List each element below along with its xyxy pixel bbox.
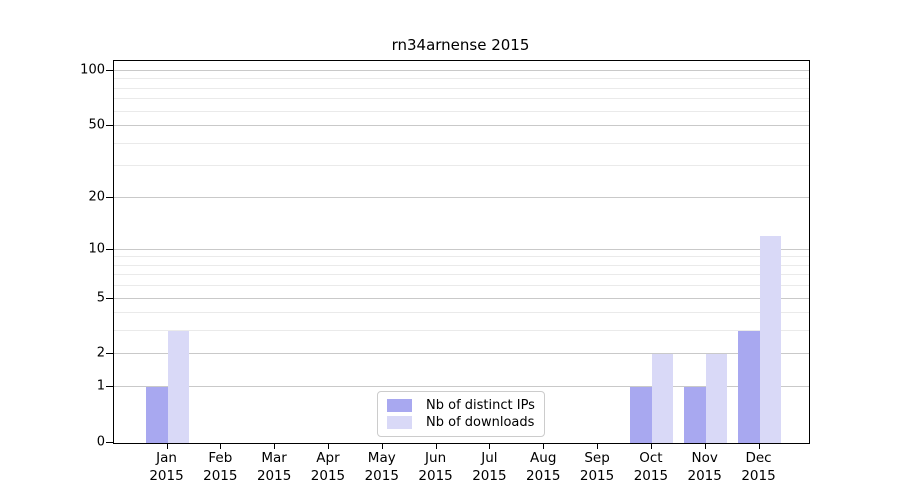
x-tick-mark-aug [543,443,545,449]
bar-distinct-ips-dec [738,331,760,443]
gridline-minor-70 [114,98,809,100]
bar-downloads-oct [651,354,674,443]
y-tick-mark-50 [106,125,113,127]
y-tick-mark-2 [106,353,113,355]
x-tick-label-sep: Sep 2015 [579,450,615,484]
legend: Nb of distinct IPs Nb of downloads [377,391,545,437]
x-tick-mark-jun [435,443,437,449]
x-tick-label-mar: Mar 2015 [256,450,292,484]
x-tick-label-aug: Aug 2015 [526,450,561,484]
legend-swatch-downloads [387,416,412,429]
y-tick-mark-100 [106,70,113,71]
plot-area [113,60,810,444]
x-tick-mark-dec [758,443,760,449]
y-tick-mark-1 [106,386,113,388]
gridline-5 [114,297,809,299]
y-tick-mark-20 [106,196,113,198]
bar-downloads-jan [167,331,189,443]
x-tick-label-nov: Nov 2015 [687,450,722,484]
y-tick-label-5: 5 [96,290,105,306]
x-tick-mark-nov [704,443,706,449]
x-tick-mark-may [381,443,383,449]
gridline-minor-6 [114,285,809,287]
gridline-minor-90 [114,78,809,80]
y-tick-label-1: 1 [96,378,105,394]
y-tick-label-2: 2 [96,345,105,361]
x-tick-mark-apr [327,443,329,449]
legend-swatch-distinct-ips [387,399,412,412]
x-tick-label-may: May 2015 [364,450,399,484]
x-tick-mark-oct [650,443,652,449]
y-tick-label-20: 20 [88,189,105,205]
y-tick-label-100: 100 [80,62,105,78]
gridline-10 [114,248,809,250]
y-tick-label-10: 10 [88,241,105,257]
x-tick-label-oct: Oct 2015 [633,450,669,484]
x-tick-label-dec: Dec 2015 [741,450,776,484]
gridline-minor-60 [114,110,809,112]
y-tick-label-50: 50 [88,117,105,133]
bar-distinct-ips-jan [146,387,168,443]
bar-distinct-ips-oct [630,387,652,443]
legend-label-downloads: Nb of downloads [426,415,535,430]
x-tick-mark-sep [597,443,599,449]
bar-distinct-ips-nov [684,387,706,443]
gridline-minor-7 [114,274,809,276]
gridline-minor-3 [114,330,809,332]
x-tick-mark-jul [489,443,491,449]
legend-item-distinct-ips: Nb of distinct IPs [387,399,544,412]
y-tick-mark-5 [106,297,113,299]
x-tick-label-jun: Jun 2015 [418,450,453,484]
gridline-50 [114,125,809,127]
legend-item-downloads: Nb of downloads [387,416,544,429]
gridline-1 [114,386,809,388]
gridline-minor-80 [114,87,809,89]
gridline-minor-4 [114,312,809,314]
x-tick-label-jan: Jan 2015 [149,450,184,484]
y-tick-mark-10 [106,248,113,250]
legend-label-distinct-ips: Nb of distinct IPs [426,398,535,413]
chart-title: rn34arnense 2015 [391,36,530,54]
x-tick-label-jul: Jul 2015 [472,450,507,484]
x-tick-mark-jan [166,443,168,449]
gridline-minor-9 [114,256,809,258]
y-tick-label-0: 0 [96,434,105,450]
gridline-2 [114,353,809,355]
x-tick-label-apr: Apr 2015 [310,450,346,484]
bar-downloads-nov [705,354,728,443]
gridline-100 [114,70,809,71]
x-tick-mark-feb [220,443,222,449]
gridline-minor-40 [114,142,809,144]
y-tick-mark-0 [106,442,113,443]
bar-downloads-dec [759,236,782,443]
x-tick-mark-mar [274,443,276,449]
gridline-20 [114,196,809,198]
x-tick-label-feb: Feb 2015 [203,450,238,484]
gridline-minor-30 [114,165,809,167]
gridline-minor-8 [114,264,809,266]
